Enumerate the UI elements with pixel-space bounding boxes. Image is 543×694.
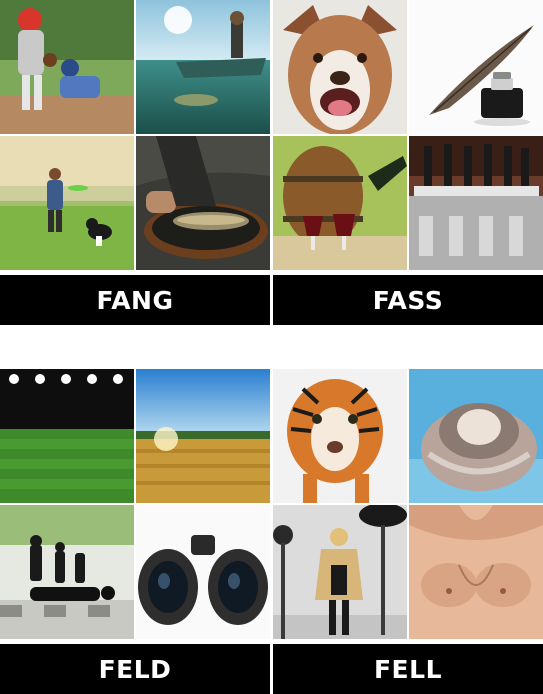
- beer-taps-image: [409, 136, 543, 270]
- stadium-field-image: [0, 369, 134, 503]
- fur-coat-photoshoot-image: [273, 505, 407, 639]
- puzzle-tile-fang[interactable]: FANG: [0, 0, 270, 325]
- tiger-image: [273, 369, 407, 503]
- image-grid: [0, 0, 270, 272]
- frisbee-dog-image: [0, 136, 134, 270]
- word-label: FELD: [0, 644, 270, 694]
- guinea-pig-image: [409, 369, 543, 503]
- chess-pieces-image: [0, 505, 134, 639]
- puzzle-tile-feld[interactable]: FELD: [0, 369, 270, 694]
- word-label: FANG: [0, 275, 270, 325]
- wheat-field-image: [136, 369, 270, 503]
- word-label: FELL: [273, 644, 543, 694]
- word-label: FASS: [273, 275, 543, 325]
- puzzle-tile-fell[interactable]: FELL: [273, 369, 543, 694]
- hairy-chest-image: [409, 505, 543, 639]
- binoculars-image: [136, 505, 270, 639]
- fish-in-net-image: [136, 136, 270, 270]
- image-grid: [0, 369, 270, 641]
- baseball-catch-image: [0, 0, 134, 134]
- wine-barrel-image: [273, 136, 407, 270]
- puzzle-tile-fass[interactable]: FASS: [273, 0, 543, 325]
- image-grid: [273, 369, 543, 641]
- fishing-boat-image: [136, 0, 270, 134]
- quill-inkwell-image: [409, 0, 543, 134]
- image-grid: [273, 0, 543, 272]
- dog-face-image: [273, 0, 407, 134]
